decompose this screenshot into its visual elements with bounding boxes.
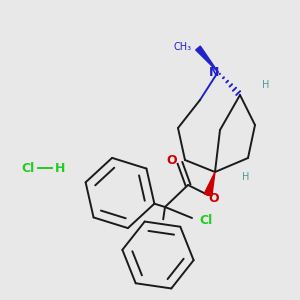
Text: O: O xyxy=(167,154,177,167)
Text: H: H xyxy=(242,172,249,182)
Text: CH₃: CH₃ xyxy=(174,42,192,52)
Text: O: O xyxy=(209,193,219,206)
Polygon shape xyxy=(204,172,215,196)
Text: H: H xyxy=(55,161,65,175)
Text: N: N xyxy=(209,67,219,80)
Text: H: H xyxy=(262,80,269,90)
Text: Cl: Cl xyxy=(200,214,213,226)
Text: Cl: Cl xyxy=(21,161,34,175)
Polygon shape xyxy=(196,46,218,72)
